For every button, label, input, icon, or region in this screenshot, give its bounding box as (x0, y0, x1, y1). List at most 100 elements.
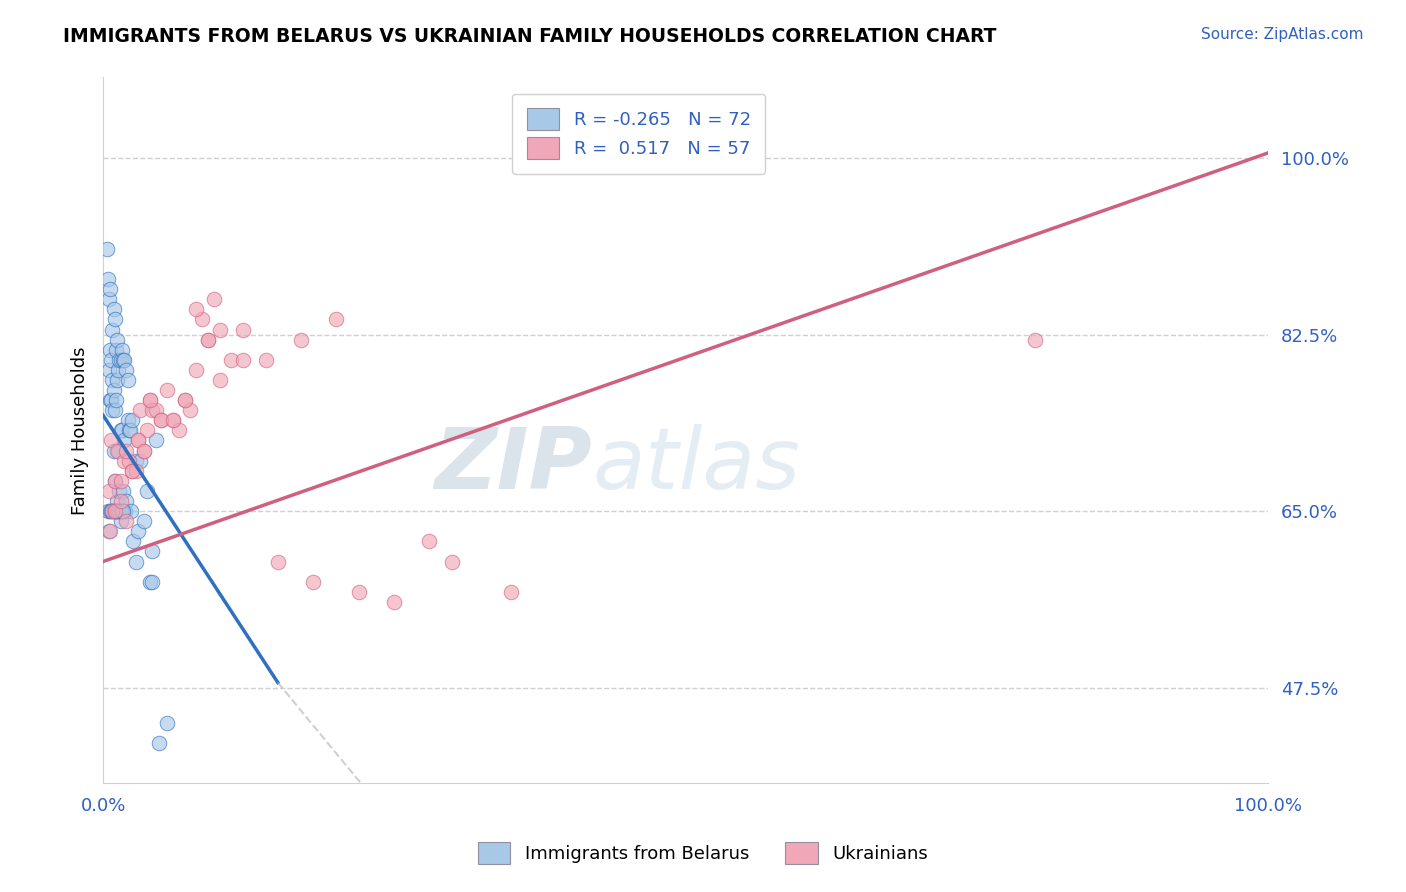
Point (111, 483, 134, 498)
Point (97, 504, 120, 518)
Point (115, 363, 138, 377)
Point (98, 504, 121, 518)
Point (156, 715, 179, 730)
Point (120, 504, 142, 518)
Point (141, 574, 163, 589)
Point (104, 474, 127, 488)
Text: atlas: atlas (592, 425, 800, 508)
Point (132, 514, 155, 528)
Point (111, 424, 134, 438)
Point (111, 343, 134, 357)
Point (125, 554, 148, 568)
Point (208, 322, 231, 336)
Point (105, 373, 128, 387)
Point (122, 534, 145, 549)
Point (101, 373, 124, 387)
Point (98, 524, 121, 539)
Point (197, 333, 219, 347)
Point (103, 443, 125, 458)
Point (97, 483, 120, 498)
Point (145, 403, 167, 417)
Point (499, 584, 522, 599)
Point (173, 393, 195, 408)
Legend: R = -0.265   N = 72, R =  0.517   N = 57: R = -0.265 N = 72, R = 0.517 N = 57 (512, 94, 765, 174)
Point (129, 403, 152, 417)
Point (97, 524, 120, 539)
Point (110, 352, 132, 367)
Point (138, 393, 160, 408)
Point (118, 424, 141, 438)
Point (141, 403, 163, 417)
Point (162, 413, 184, 427)
Point (103, 504, 125, 518)
Point (132, 443, 155, 458)
Point (110, 494, 132, 508)
Point (232, 352, 254, 367)
Point (141, 544, 163, 558)
Point (103, 302, 125, 317)
Point (382, 595, 405, 609)
Point (162, 413, 184, 427)
Point (110, 504, 132, 518)
Point (290, 333, 312, 347)
Point (111, 504, 134, 518)
Point (138, 393, 160, 408)
Point (108, 352, 131, 367)
Point (118, 453, 141, 467)
Point (121, 464, 143, 478)
Point (101, 403, 124, 417)
Point (118, 424, 141, 438)
Point (105, 443, 128, 458)
Point (173, 393, 195, 408)
Point (136, 483, 159, 498)
Point (219, 352, 242, 367)
Point (132, 443, 155, 458)
Point (97, 363, 120, 377)
Point (145, 434, 167, 448)
Point (112, 434, 135, 448)
Point (167, 424, 190, 438)
Point (150, 413, 173, 427)
Point (105, 333, 128, 347)
Point (104, 312, 127, 326)
Point (197, 333, 219, 347)
Point (301, 574, 323, 589)
Point (101, 504, 124, 518)
Point (107, 443, 129, 458)
Point (115, 514, 138, 528)
Point (110, 474, 132, 488)
Point (105, 494, 128, 508)
Point (104, 393, 127, 408)
Point (104, 504, 127, 518)
Point (148, 736, 170, 750)
Point (349, 584, 371, 599)
Point (98, 282, 121, 296)
Text: Source: ZipAtlas.com: Source: ZipAtlas.com (1201, 27, 1364, 42)
Text: ZIP: ZIP (434, 425, 592, 508)
Point (117, 413, 139, 427)
Point (107, 363, 129, 377)
Point (115, 494, 138, 508)
Point (254, 352, 277, 367)
Point (105, 504, 128, 518)
Point (325, 312, 347, 326)
Legend: Immigrants from Belarus, Ukrainians: Immigrants from Belarus, Ukrainians (464, 828, 942, 879)
Point (191, 312, 214, 326)
Point (121, 464, 143, 478)
Point (98, 343, 121, 357)
Point (111, 504, 134, 518)
Y-axis label: Family Households: Family Households (72, 346, 89, 515)
Point (103, 383, 125, 397)
Point (127, 524, 149, 539)
Point (125, 464, 148, 478)
Point (96, 242, 118, 256)
Point (100, 393, 122, 408)
Point (110, 424, 132, 438)
Point (129, 453, 152, 467)
Text: IMMIGRANTS FROM BELARUS VS UKRAINIAN FAMILY HOUSEHOLDS CORRELATION CHART: IMMIGRANTS FROM BELARUS VS UKRAINIAN FAM… (63, 27, 997, 45)
Point (127, 434, 149, 448)
Point (127, 434, 149, 448)
Point (108, 504, 131, 518)
Point (150, 413, 173, 427)
Point (208, 373, 231, 387)
